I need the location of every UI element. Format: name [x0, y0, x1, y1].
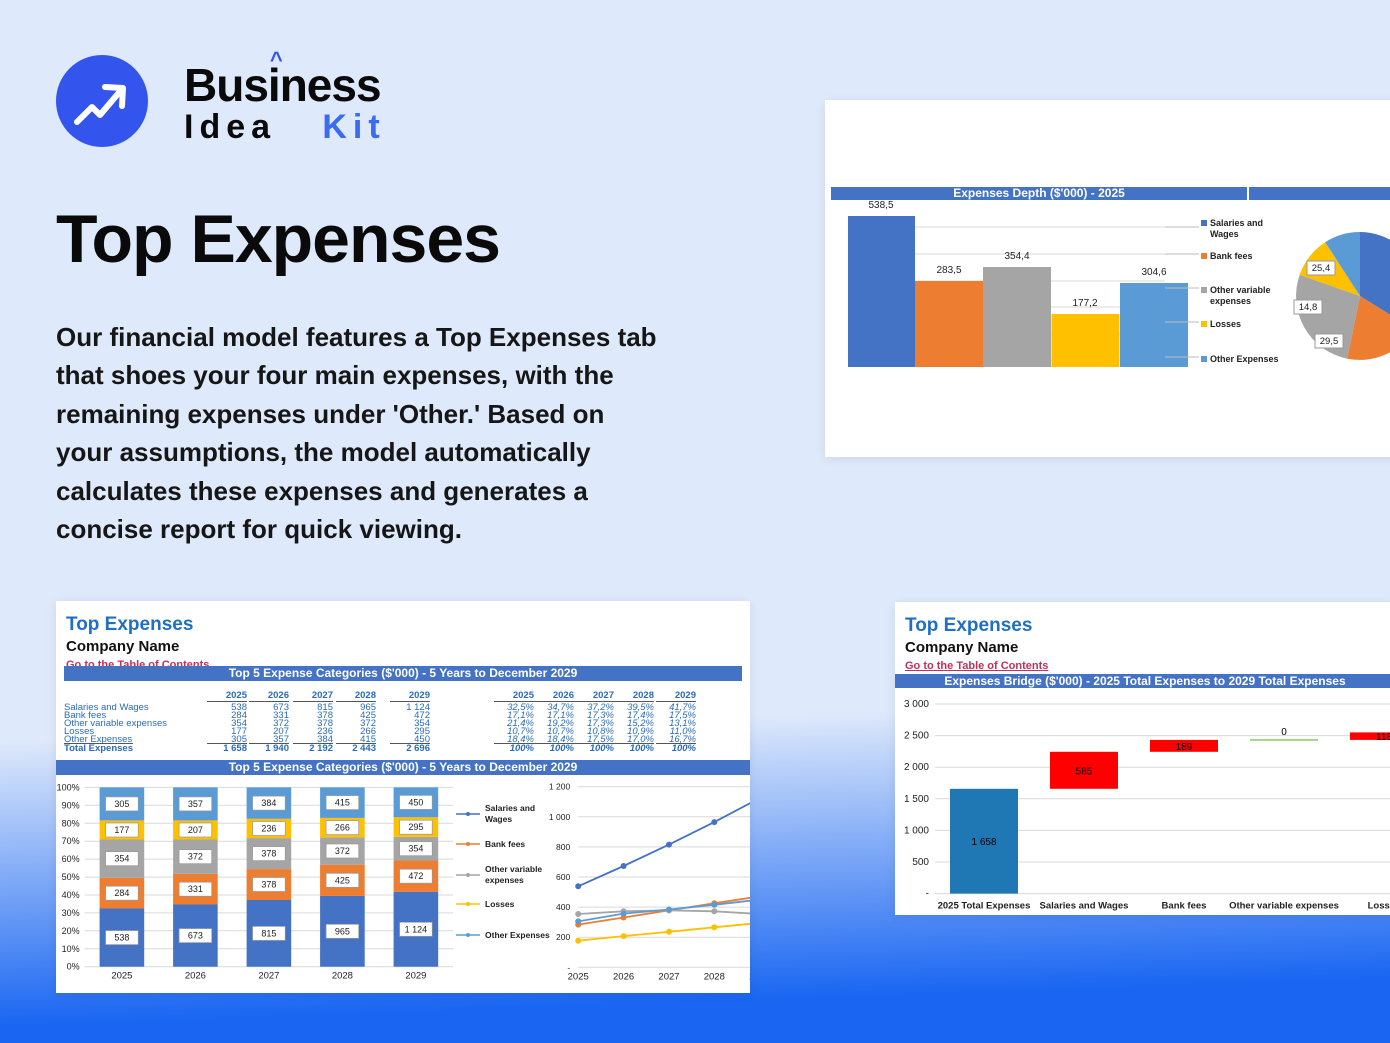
- svg-text:585: 585: [1076, 766, 1093, 777]
- svg-text:Other variable: Other variable: [485, 864, 542, 874]
- svg-text:Bank fees: Bank fees: [485, 839, 525, 849]
- svg-text:expenses: expenses: [1210, 296, 1251, 306]
- svg-text:354,4: 354,4: [1004, 251, 1029, 262]
- svg-text:Other variable expenses: Other variable expenses: [1229, 901, 1339, 912]
- svg-text:304,6: 304,6: [1141, 267, 1166, 278]
- svg-text:Salaries and: Salaries and: [485, 803, 535, 813]
- svg-text:Other Expenses: Other Expenses: [1210, 354, 1279, 364]
- svg-text:Other Expenses: Other Expenses: [485, 930, 550, 940]
- svg-text:1 000: 1 000: [904, 825, 929, 836]
- svg-text:1 000: 1 000: [549, 812, 571, 822]
- svg-text:29,5: 29,5: [1320, 336, 1339, 347]
- svg-text:Wages: Wages: [1210, 229, 1239, 239]
- svg-text:Other variable: Other variable: [1210, 285, 1271, 295]
- svg-text:538,5: 538,5: [868, 200, 893, 211]
- svg-text:Losses: Losses: [1368, 901, 1390, 912]
- svg-text:Bank fees: Bank fees: [1210, 251, 1253, 261]
- svg-text:14,8: 14,8: [1299, 302, 1318, 313]
- svg-text:Salaries and Wages: Salaries and Wages: [1040, 901, 1129, 912]
- svg-text:Salaries and: Salaries and: [1210, 218, 1263, 228]
- svg-text:500: 500: [912, 857, 929, 868]
- svg-text:400: 400: [556, 902, 570, 912]
- svg-text:1 500: 1 500: [904, 794, 929, 805]
- svg-text:expenses: expenses: [485, 875, 524, 885]
- svg-text:1 200: 1 200: [549, 782, 571, 792]
- svg-text:-: -: [926, 889, 929, 900]
- svg-text:2027: 2027: [658, 971, 679, 982]
- svg-text:283,5: 283,5: [936, 265, 961, 276]
- svg-text:2028: 2028: [704, 971, 725, 982]
- svg-text:2025 Total Expenses: 2025 Total Expenses: [938, 901, 1031, 912]
- svg-text:0: 0: [1281, 727, 1287, 738]
- svg-text:Wages: Wages: [485, 814, 512, 824]
- svg-text:2 500: 2 500: [904, 731, 929, 742]
- svg-text:Bank fees: Bank fees: [1162, 901, 1207, 912]
- svg-text:3 000: 3 000: [904, 699, 929, 710]
- svg-text:800: 800: [556, 842, 570, 852]
- svg-text:Losses: Losses: [1210, 319, 1241, 329]
- svg-text:177,2: 177,2: [1072, 298, 1097, 309]
- svg-text:600: 600: [556, 872, 570, 882]
- svg-text:2 000: 2 000: [904, 762, 929, 773]
- svg-text:2026: 2026: [613, 971, 634, 982]
- svg-text:189: 189: [1176, 742, 1193, 753]
- svg-text:1 658: 1 658: [971, 837, 996, 848]
- svg-text:2029: 2029: [749, 971, 750, 982]
- svg-text:2025: 2025: [568, 971, 589, 982]
- svg-text:200: 200: [556, 932, 570, 942]
- svg-text:Losses: Losses: [485, 899, 515, 909]
- svg-text:118: 118: [1376, 732, 1390, 743]
- svg-text:25,4: 25,4: [1312, 263, 1331, 274]
